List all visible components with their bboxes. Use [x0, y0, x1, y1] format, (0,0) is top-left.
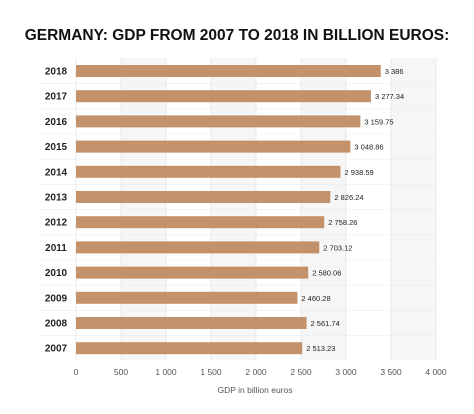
value-label: 2 580.06 — [312, 269, 341, 278]
value-label: 2 938.59 — [344, 168, 373, 177]
bar — [76, 266, 309, 279]
x-axis-label: GDP in billion euros — [218, 385, 293, 395]
x-tick-label: 2 500 — [290, 367, 312, 377]
bars-layer — [76, 65, 381, 355]
grid-band — [391, 58, 436, 360]
bar — [76, 216, 325, 229]
grid-band — [211, 58, 256, 360]
category-label: 2010 — [45, 268, 68, 279]
value-label: 2 513.23 — [306, 344, 335, 353]
bar — [76, 291, 298, 304]
x-tick-label: 500 — [114, 367, 128, 377]
grid-band — [121, 58, 166, 360]
category-label: 2016 — [45, 117, 68, 128]
bar — [76, 140, 351, 153]
bar — [76, 90, 371, 103]
x-tick-label: 3 000 — [335, 367, 357, 377]
value-label: 3 386 — [385, 67, 404, 76]
category-label: 2007 — [45, 344, 68, 355]
bar — [76, 317, 307, 329]
bar — [76, 115, 361, 128]
value-label: 2 460.28 — [301, 294, 330, 303]
bar — [76, 241, 320, 254]
x-tick-label: 1 500 — [200, 367, 222, 377]
x-tick-label: 4 000 — [425, 367, 447, 377]
category-label: 2012 — [45, 218, 68, 229]
value-label: 3 277.34 — [375, 92, 404, 101]
category-label: 2011 — [45, 243, 67, 254]
value-label: 2 758.26 — [328, 218, 357, 227]
grid-layer — [40, 58, 437, 360]
category-label: 2013 — [45, 193, 68, 204]
x-axis-ticks: 0 500 1 000 1 500 2 000 2 500 3 000 3 500 4 000 — [74, 367, 447, 377]
x-tick-label: 2 000 — [245, 367, 267, 377]
value-label: 2 826.24 — [334, 193, 363, 202]
x-tick-label: 0 — [74, 367, 79, 377]
value-label: 3 159.75 — [364, 117, 393, 126]
category-label: 2015 — [45, 142, 68, 153]
x-tick-label: 3 500 — [380, 367, 402, 377]
bar — [76, 65, 381, 77]
value-label: 2 561.74 — [311, 319, 340, 328]
category-label: 2008 — [45, 319, 68, 330]
category-labels: 2018 2017 2016 2015 2014 2013 2012 2011 2010 2009… — [45, 67, 68, 355]
chart-title: GERMANY: GDP FROM 2007 TO 2018 IN BILLIO… — [25, 27, 450, 44]
category-label: 2014 — [45, 167, 68, 178]
category-label: 2018 — [45, 67, 68, 78]
bar — [76, 165, 341, 178]
value-label: 3 048.86 — [354, 143, 383, 152]
category-label: 2009 — [45, 293, 68, 304]
grid-band — [301, 58, 346, 360]
category-label: 2017 — [45, 92, 68, 103]
bar — [76, 342, 303, 355]
value-labels: 3 386 3 277.34 3 159.75 3 048.86 2 938.59 2 8… — [301, 67, 404, 353]
x-tick-label: 1 000 — [155, 367, 177, 377]
bar — [76, 191, 331, 203]
value-label: 2 703.12 — [323, 243, 352, 252]
